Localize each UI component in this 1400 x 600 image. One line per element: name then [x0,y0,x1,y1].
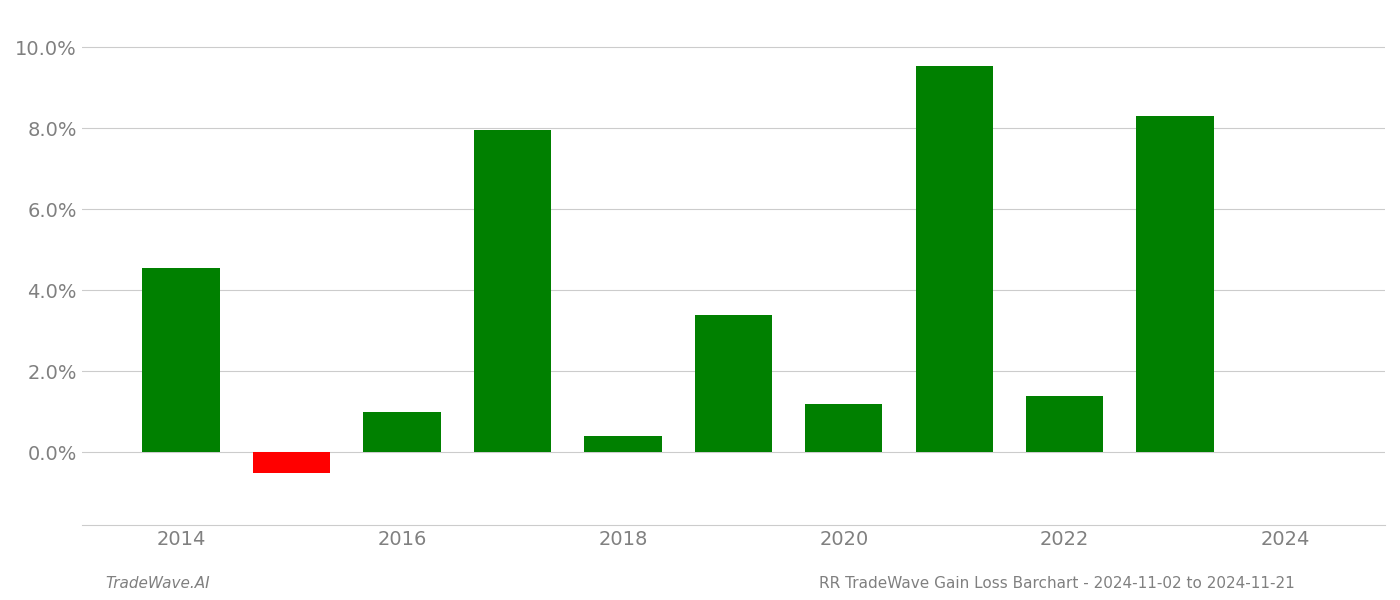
Bar [143,268,220,452]
Bar [694,314,771,452]
Bar [584,436,662,452]
Text: TradeWave.AI: TradeWave.AI [105,576,210,591]
Bar [1137,116,1214,452]
Bar [1026,395,1103,452]
Text: RR TradeWave Gain Loss Barchart - 2024-11-02 to 2024-11-21: RR TradeWave Gain Loss Barchart - 2024-1… [819,576,1295,591]
Bar [253,452,330,473]
Bar [916,65,993,452]
Bar [473,130,552,452]
Bar [805,404,882,452]
Bar [363,412,441,452]
